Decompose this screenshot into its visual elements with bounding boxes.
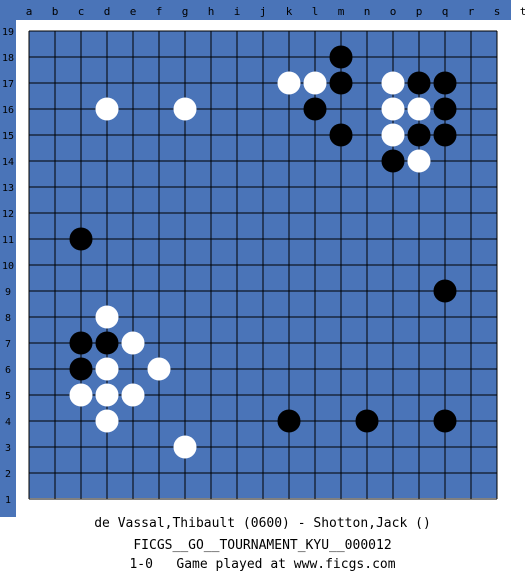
black-stone [303, 97, 327, 121]
white-stone [381, 71, 405, 95]
column-label: k [286, 5, 293, 18]
row-label: 11 [2, 235, 14, 246]
row-label: 8 [5, 313, 11, 324]
white-stone [147, 357, 171, 381]
black-stone [433, 279, 457, 303]
white-stone [381, 97, 405, 121]
column-label: n [364, 5, 371, 18]
row-label: 18 [2, 53, 14, 64]
row-label: 12 [2, 209, 14, 220]
column-label: p [416, 5, 423, 18]
column-label: h [208, 5, 215, 18]
black-stone [69, 227, 93, 251]
black-stone [277, 409, 301, 433]
black-stone [95, 331, 119, 355]
white-stone [173, 435, 197, 459]
black-stone [407, 71, 431, 95]
white-stone [277, 71, 301, 95]
black-stone [433, 71, 457, 95]
black-stone [329, 45, 353, 69]
row-label: 17 [2, 79, 14, 90]
row-label: 10 [2, 261, 14, 272]
row-label: 3 [5, 443, 11, 454]
row-label: 2 [5, 469, 11, 480]
column-label: m [338, 5, 345, 18]
black-stone [69, 331, 93, 355]
white-stone [69, 383, 93, 407]
white-stone [121, 331, 145, 355]
row-label: 4 [5, 417, 11, 428]
column-label: e [130, 5, 137, 18]
column-label: l [312, 5, 319, 18]
column-label: t [520, 5, 525, 18]
column-label: o [390, 5, 397, 18]
event-line: FICGS__GO__TOURNAMENT_KYU__000012 [133, 538, 392, 553]
row-label: 14 [2, 157, 14, 168]
row-label: 19 [2, 27, 14, 38]
black-stone [433, 123, 457, 147]
row-label: 9 [5, 287, 11, 298]
column-label: s [494, 5, 501, 18]
result-line: 1-0 Game played at www.ficgs.com [129, 557, 396, 572]
white-stone [303, 71, 327, 95]
white-stone [95, 357, 119, 381]
black-stone [433, 97, 457, 121]
row-label: 5 [5, 391, 11, 402]
column-label: b [52, 5, 59, 18]
column-label: a [26, 5, 33, 18]
black-stone [69, 357, 93, 381]
white-stone [407, 149, 431, 173]
white-stone [95, 383, 119, 407]
white-stone [95, 409, 119, 433]
black-stone [329, 71, 353, 95]
white-stone [95, 97, 119, 121]
column-label: g [182, 5, 189, 18]
black-stone [433, 409, 457, 433]
row-label: 6 [5, 365, 11, 376]
column-label: q [442, 5, 449, 18]
row-labels: 19 18 17 16 15 14 13 12 11 10 9 8 7 6 5 4 3 2 1 [2, 27, 14, 506]
row-label: 13 [2, 183, 14, 194]
column-labels: a b c d e f g h i j k l m n o p q r s t [26, 5, 525, 18]
column-label: r [468, 5, 475, 18]
column-label: i [234, 5, 241, 18]
column-label: j [260, 5, 267, 18]
white-stone [95, 305, 119, 329]
players-line: de Vassal,Thibault (0600) - Shotton,Jack… [94, 516, 431, 531]
row-label: 1 [5, 495, 11, 506]
white-stone [173, 97, 197, 121]
black-stone [355, 409, 379, 433]
column-label: c [78, 5, 85, 18]
column-label: f [156, 5, 163, 18]
stones [69, 45, 457, 459]
black-stone [407, 123, 431, 147]
white-stone [407, 97, 431, 121]
row-label: 16 [2, 105, 14, 116]
black-stone [329, 123, 353, 147]
white-stone [121, 383, 145, 407]
row-label: 7 [5, 339, 11, 350]
white-stone [381, 123, 405, 147]
column-label: d [104, 5, 111, 18]
black-stone [381, 149, 405, 173]
row-label: 15 [2, 131, 14, 142]
